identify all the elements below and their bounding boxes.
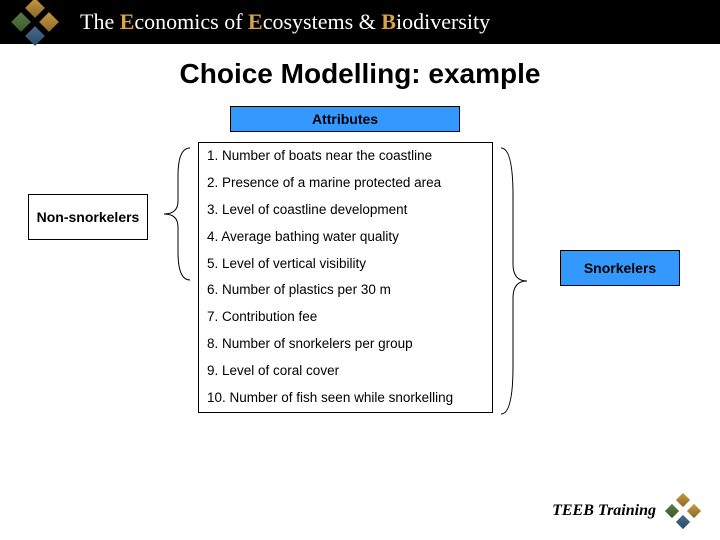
attribute-row: 8. Number of snorkelers per group	[199, 331, 492, 358]
attribute-row: 6. Number of plastics per 30 m	[199, 277, 492, 304]
header-title-part: cosystems &	[263, 9, 382, 34]
attribute-row: 1. Number of boats near the coastline	[199, 143, 492, 170]
attribute-row: 10. Number of fish seen while snorkellin…	[199, 385, 492, 412]
attribute-row: 4. Average bathing water quality	[199, 224, 492, 251]
footer-logo-icon	[666, 494, 700, 528]
attributes-header: Attributes	[230, 106, 460, 132]
header-title-accent: E	[248, 9, 263, 34]
header-title-part: The	[80, 9, 120, 34]
header-title-part: conomics of	[134, 9, 248, 34]
header-bar: The Economics of Ecosystems & Biodiversi…	[0, 0, 720, 44]
snorkelers-box: Snorkelers	[560, 250, 680, 286]
attribute-row: 5. Level of vertical visibility	[199, 251, 492, 278]
header-logo-icon	[10, 0, 60, 47]
right-bracket-icon	[497, 146, 533, 416]
nonsnorkelers-box: Non-snorkelers	[28, 194, 148, 240]
header-title-accent: E	[120, 9, 135, 34]
left-bracket-icon	[158, 146, 194, 282]
attribute-row: 7. Contribution fee	[199, 304, 492, 331]
footer: TEEB Training	[552, 494, 700, 528]
header-title: The Economics of Ecosystems & Biodiversi…	[80, 9, 490, 35]
attribute-row: 2. Presence of a marine protected area	[199, 170, 492, 197]
attributes-box: 1. Number of boats near the coastline 2.…	[198, 142, 493, 413]
header-title-accent: B	[381, 9, 396, 34]
header-title-part: iodiversity	[396, 9, 490, 34]
slide-title: Choice Modelling: example	[0, 58, 720, 90]
attribute-row: 3. Level of coastline development	[199, 197, 492, 224]
footer-text: TEEB Training	[552, 502, 656, 520]
attribute-row: 9. Level of coral cover	[199, 358, 492, 385]
content-area: Attributes 1. Number of boats near the c…	[0, 106, 720, 486]
